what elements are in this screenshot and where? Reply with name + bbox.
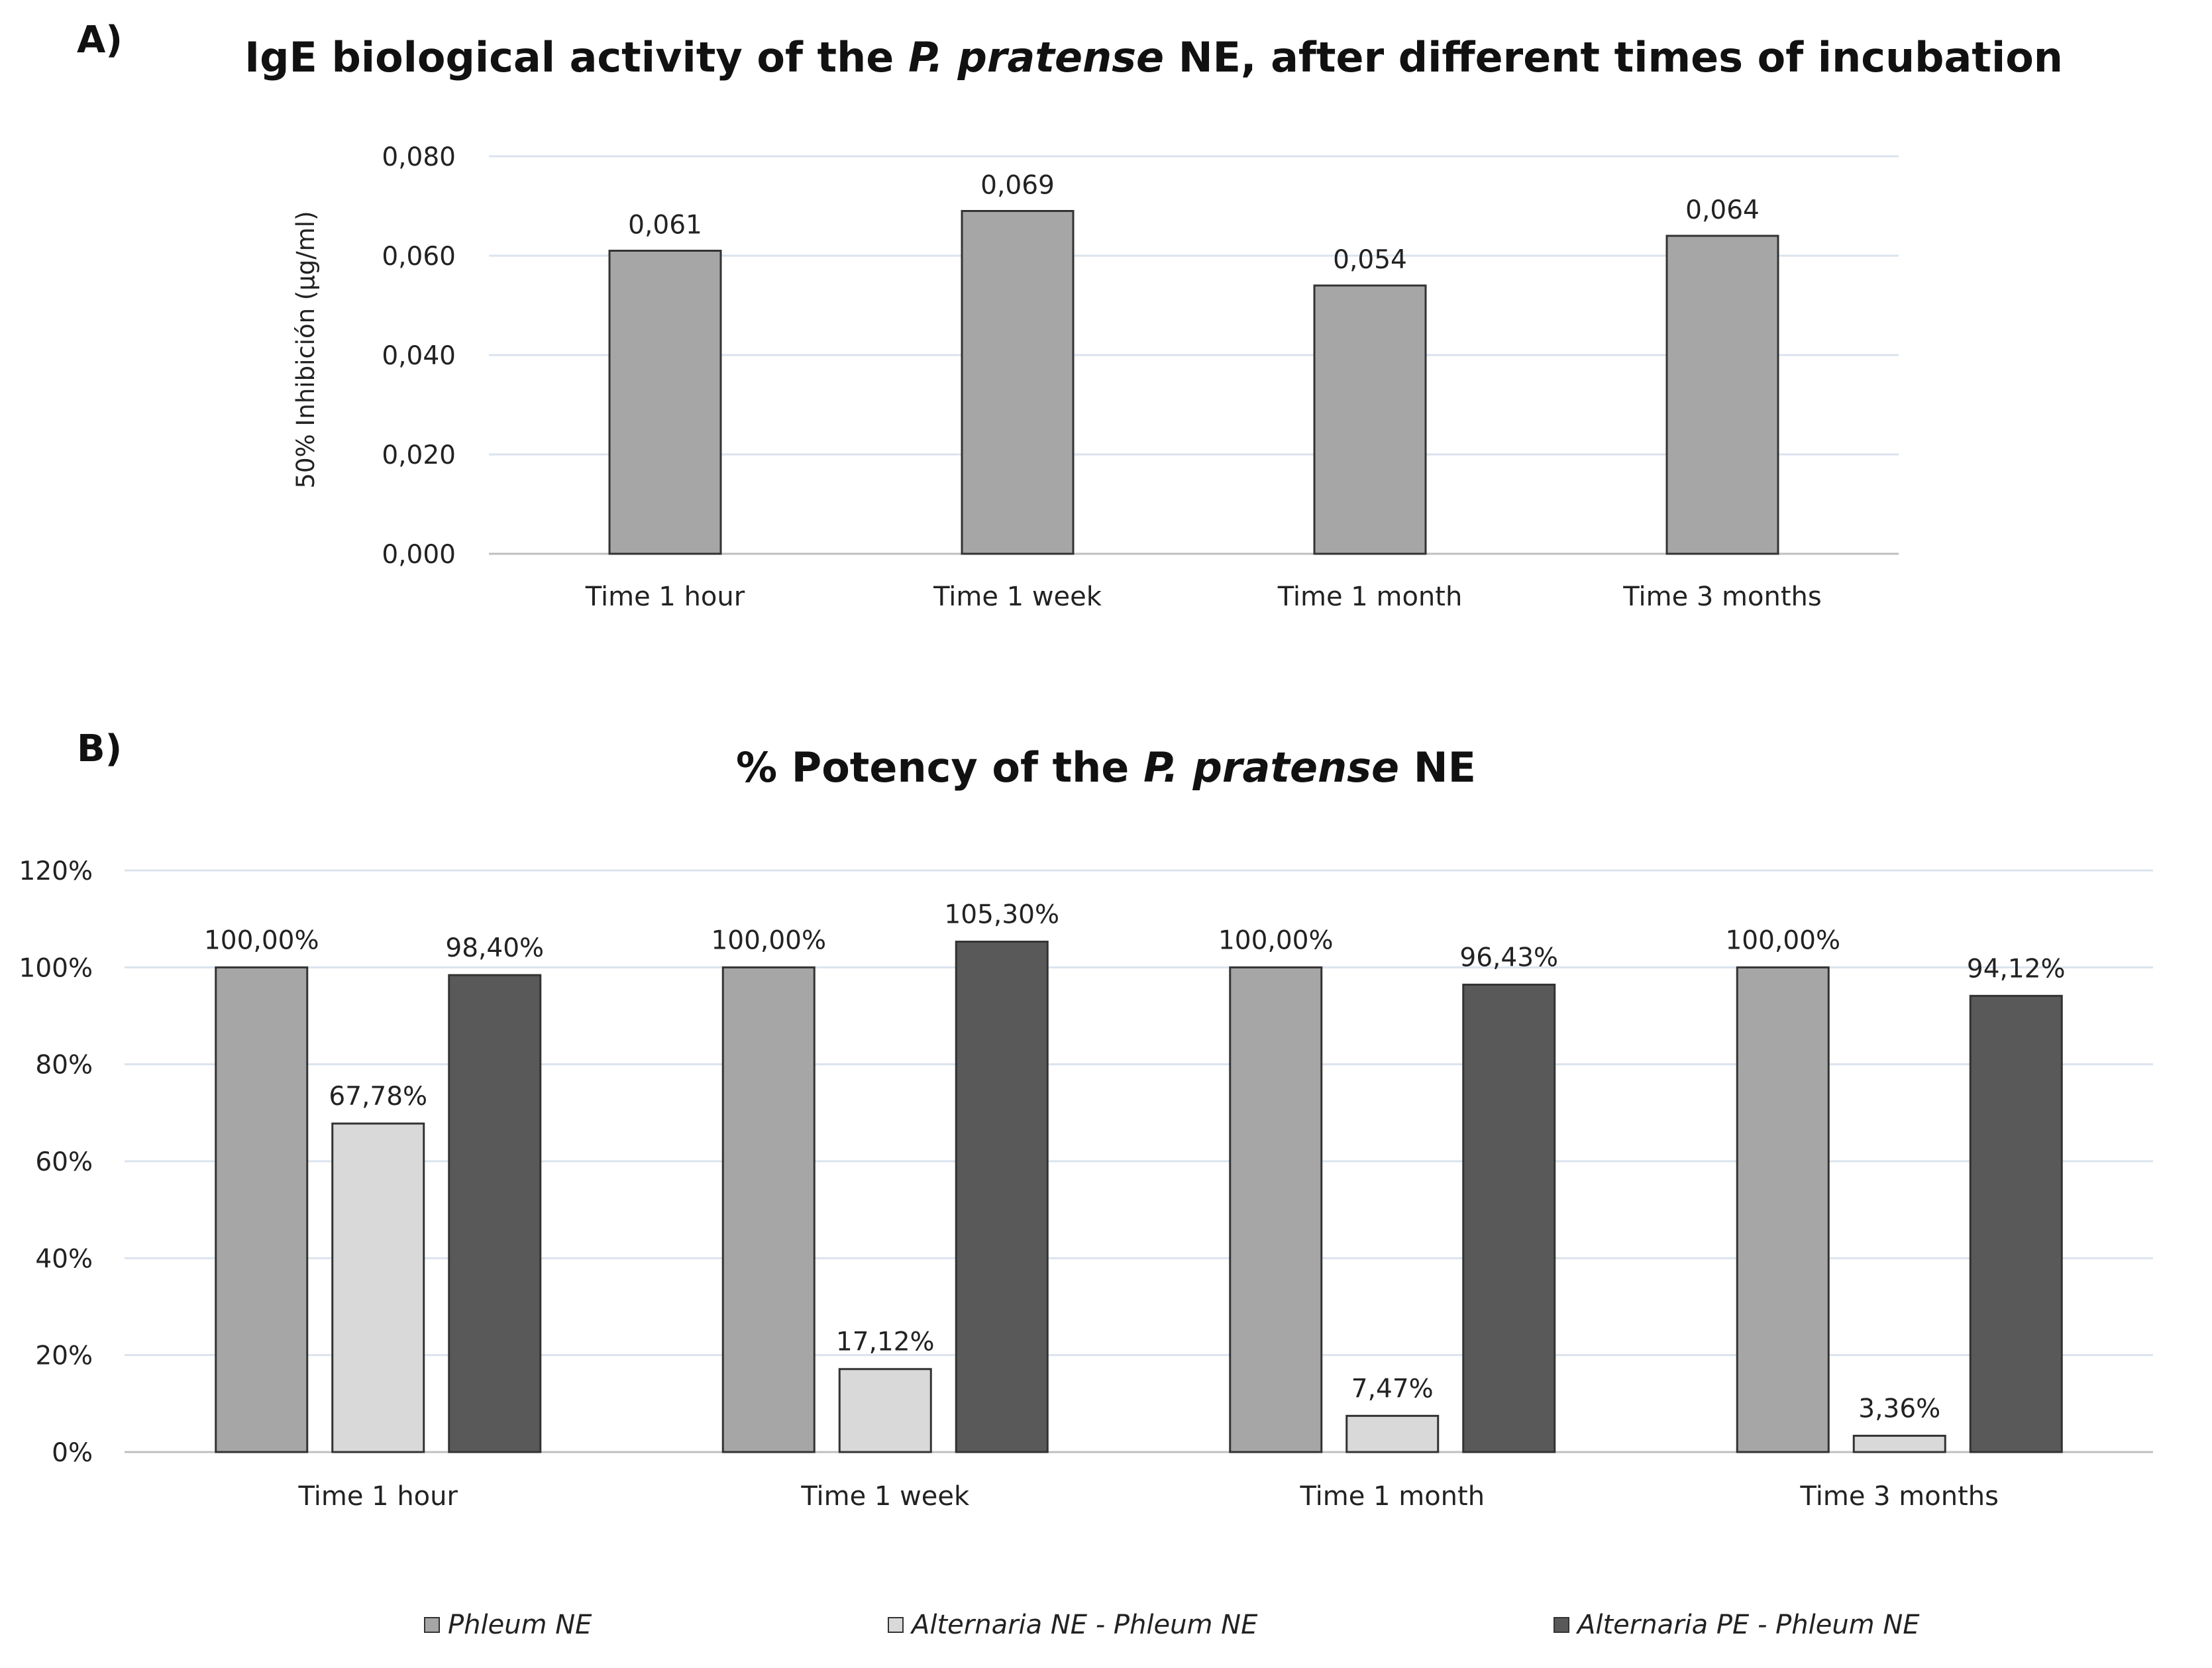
chart-b-data-labels: 100,00% 67,78% 98,40% 100,00% 17,12% 105,30% 1… — [204, 900, 2066, 1424]
chart-a-title-species: P. pratense — [908, 33, 1165, 81]
chart-b-y-tick-label: 20% — [35, 1341, 93, 1371]
chart-a-title: IgE biological activity of the P. praten… — [48, 33, 2212, 81]
chart-b-data-label-alternaria-ne-phleum-ne-time-1-hour: 67,78% — [329, 1082, 427, 1112]
chart-a-x-tick-label-time-1-week: Time 1 week — [933, 582, 1102, 612]
chart-b-bar-alternaria-ne-phleum-ne-time-1-hour — [331, 1122, 425, 1453]
chart-a-y-tick-labels: 0,000 0,020 0,040 0,060 0,080 — [382, 142, 456, 570]
chart-a-x-tick-labels: Time 1 hour Time 1 week Time 1 month Time 3… — [585, 582, 1822, 612]
legend-label-alternaria-pe: Alternaria PE - Phleum NE — [1577, 1610, 1920, 1640]
chart-b-data-label-phleum-ne-time-3-months: 100,00% — [1725, 925, 1840, 955]
chart-a-title-suffix: NE, after different times of incubation — [1164, 33, 2063, 81]
chart-b-data-label-alternaria-pe-phleum-ne-time-1-month: 96,43% — [1459, 943, 1558, 972]
chart-b-data-label-alternaria-ne-phleum-ne-time-1-month: 7,47% — [1351, 1374, 1434, 1404]
chart-b-bar-alternaria-ne-phleum-ne-time-1-month — [1345, 1414, 1440, 1453]
chart-a-y-tick-label: 0,080 — [382, 142, 456, 172]
legend-item-alternaria-ne: Alternaria NE - Phleum NE — [888, 1610, 1257, 1640]
chart-a-bar-time-1-month — [1313, 284, 1427, 555]
chart-a-gridlines — [489, 155, 1899, 555]
chart-a-data-label-time-3-months: 0,064 — [1685, 195, 1760, 225]
chart-b-title-suffix: NE — [1399, 743, 1476, 792]
chart-a-x-tick-label-time-1-month: Time 1 month — [1277, 582, 1463, 612]
chart-b-data-label-alternaria-ne-phleum-ne-time-1-week: 17,12% — [836, 1328, 935, 1357]
chart-a-data-label-time-1-hour: 0,061 — [628, 211, 702, 240]
legend-label-phleum-ne: Phleum NE — [448, 1610, 592, 1640]
chart-b-data-label-phleum-ne-time-1-month: 100,00% — [1218, 925, 1334, 955]
chart-b-y-tick-label: 40% — [35, 1244, 93, 1274]
chart-a-bar-time-1-week — [961, 210, 1075, 555]
chart-b-bar-alternaria-pe-phleum-ne-time-1-week — [955, 941, 1049, 1453]
chart-b-bar-alternaria-pe-phleum-ne-time-1-month — [1462, 983, 1556, 1453]
legend-swatch-alternaria-ne — [888, 1617, 904, 1633]
chart-b-x-tick-label-time-1-week: Time 1 week — [800, 1481, 970, 1512]
chart-b-y-tick-labels: 0% 20% 40% 60% 80% 100% 120% — [19, 857, 93, 1468]
chart-b-data-label-alternaria-ne-phleum-ne-time-3-months: 3,36% — [1858, 1394, 1940, 1424]
chart-a-x-tick-label-time-1-hour: Time 1 hour — [585, 582, 745, 612]
panel-a-label: A) — [77, 19, 123, 62]
chart-b-title-species: P. pratense — [1143, 743, 1400, 792]
chart-a-data-label-time-1-week: 0,069 — [980, 171, 1055, 201]
legend-item-alternaria-pe: Alternaria PE - Phleum NE — [1554, 1610, 1920, 1640]
chart-a-y-tick-label: 0,060 — [382, 242, 456, 272]
chart-a-y-tick-label: 0,020 — [382, 441, 456, 470]
chart-a-y-tick-label: 0,040 — [382, 341, 456, 371]
chart-b-data-label-alternaria-pe-phleum-ne-time-3-months: 94,12% — [1967, 954, 2066, 984]
chart-b-title-prefix: % Potency of the — [736, 743, 1143, 792]
chart-b-bar-alternaria-pe-phleum-ne-time-1-hour — [448, 974, 542, 1453]
chart-b-bar-phleum-ne-time-1-month — [1229, 966, 1323, 1453]
chart-b-bar-alternaria-ne-phleum-ne-time-1-week — [838, 1368, 932, 1453]
chart-b-x-tick-labels: Time 1 hour Time 1 week Time 1 month Time 3… — [298, 1481, 1999, 1512]
chart-a-bar-time-1-hour — [608, 250, 722, 555]
chart-b-legend: Phleum NE Alternaria NE - Phleum NE Alte… — [0, 1610, 2212, 1656]
chart-b-data-label-alternaria-pe-phleum-ne-time-1-week: 105,30% — [944, 900, 1059, 930]
chart-a-y-tick-label: 0,000 — [382, 540, 456, 570]
chart-b-bar-phleum-ne-time-1-week — [721, 966, 816, 1453]
chart-a-data-labels: 0,061 0,069 0,054 0,064 — [628, 171, 1760, 276]
chart-b-y-tick-label: 100% — [19, 953, 93, 983]
chart-a-data-label-time-1-month: 0,054 — [1333, 245, 1407, 275]
chart-a: 0,000 0,020 0,040 0,060 0,080 0,061 0,069 0,05… — [291, 142, 1899, 612]
chart-b-bar-alternaria-pe-phleum-ne-time-3-months — [1969, 994, 2063, 1453]
chart-b-x-tick-label-time-3-months: Time 3 months — [1800, 1481, 1999, 1512]
panel-b-label: B) — [77, 727, 123, 770]
chart-b-title: % Potency of the P. pratense NE — [0, 743, 2212, 792]
legend-swatch-phleum-ne — [424, 1617, 440, 1633]
chart-b-y-tick-label: 60% — [35, 1147, 93, 1177]
chart-b-bar-phleum-ne-time-3-months — [1736, 966, 1830, 1453]
chart-b-y-tick-label: 120% — [19, 857, 93, 886]
chart-a-bar-time-3-months — [1665, 235, 1779, 555]
legend-item-phleum-ne: Phleum NE — [424, 1610, 592, 1640]
chart-a-x-tick-label-time-3-months: Time 3 months — [1622, 582, 1821, 612]
chart-b-bar-alternaria-ne-phleum-ne-time-3-months — [1852, 1434, 1946, 1453]
chart-b-data-label-phleum-ne-time-1-week: 100,00% — [711, 925, 826, 955]
chart-b-data-label-phleum-ne-time-1-hour: 100,00% — [204, 925, 319, 955]
chart-a-y-axis-label: 50% Inhibición (µg/ml) — [291, 211, 320, 488]
chart-a-title-prefix: IgE biological activity of the — [244, 33, 908, 81]
chart-b-x-tick-label-time-1-month: Time 1 month — [1299, 1481, 1485, 1512]
chart-b-bars — [215, 941, 2063, 1453]
chart-a-bars — [608, 210, 1779, 555]
chart-b-x-tick-label-time-1-hour: Time 1 hour — [298, 1481, 458, 1512]
legend-swatch-alternaria-pe — [1554, 1617, 1569, 1633]
chart-b-gridlines — [125, 869, 2153, 1453]
chart-b-bar-phleum-ne-time-1-hour — [215, 966, 309, 1453]
chart-b-y-tick-label: 80% — [35, 1051, 93, 1080]
legend-label-alternaria-ne: Alternaria NE - Phleum NE — [912, 1610, 1258, 1640]
chart-b-y-tick-label: 0% — [52, 1438, 93, 1468]
chart-b-data-label-alternaria-pe-phleum-ne-time-1-hour: 98,40% — [445, 933, 544, 963]
